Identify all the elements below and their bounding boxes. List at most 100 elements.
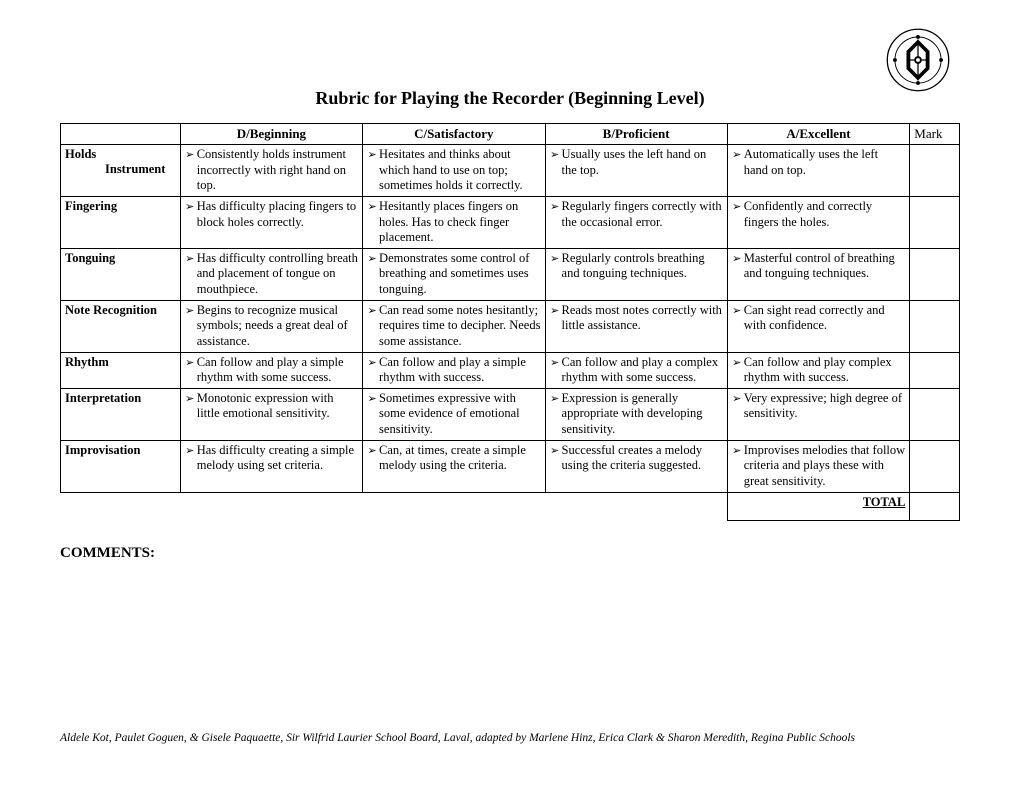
rubric-cell: ➢Has difficulty placing fingers to block… xyxy=(180,196,362,248)
rubric-cell: ➢Hesitates and thinks about which hand t… xyxy=(363,145,546,197)
rubric-cell: ➢Has difficulty controlling breath and p… xyxy=(180,248,362,300)
rubric-text: Demonstrates some control of breathing a… xyxy=(379,251,541,298)
table-row: Rhythm➢Can follow and play a simple rhyt… xyxy=(61,352,960,388)
header-c: C/Satisfactory xyxy=(363,124,546,145)
rubric-cell: ➢Very expressive; high degree of sensiti… xyxy=(727,388,910,440)
rubric-cell: ➢Can follow and play a complex rhythm wi… xyxy=(545,352,727,388)
bullet-icon: ➢ xyxy=(365,199,379,215)
rubric-cell: ➢Improvises melodies that follow criteri… xyxy=(727,440,910,492)
rubric-cell: ➢Monotonic expression with little emotio… xyxy=(180,388,362,440)
rubric-text: Confidently and correctly fingers the ho… xyxy=(744,199,906,230)
mark-cell xyxy=(910,388,960,440)
rubric-cell: ➢Masterful control of breathing and tong… xyxy=(727,248,910,300)
bullet-icon: ➢ xyxy=(183,303,197,319)
bullet-icon: ➢ xyxy=(365,391,379,407)
rubric-text: Very expressive; high degree of sensitiv… xyxy=(744,391,906,422)
rubric-text: Has difficulty placing fingers to block … xyxy=(197,199,358,230)
rubric-text: Sometimes expressive with some evidence … xyxy=(379,391,541,438)
header-mark: Mark xyxy=(910,124,960,145)
mark-cell xyxy=(910,440,960,492)
rubric-text: Can follow and play a simple rhythm with… xyxy=(197,355,358,386)
rubric-cell: ➢Consistently holds instrument incorrect… xyxy=(180,145,362,197)
rubric-cell: ➢Has difficulty creating a simple melody… xyxy=(180,440,362,492)
header-blank xyxy=(61,124,181,145)
rubric-text: Hesitantly places fingers on holes. Has … xyxy=(379,199,541,246)
total-mark-cell xyxy=(910,492,960,520)
rubric-cell: ➢Can read some notes hesitantly; require… xyxy=(363,300,546,352)
bullet-icon: ➢ xyxy=(183,199,197,215)
rubric-cell: ➢Sometimes expressive with some evidence… xyxy=(363,388,546,440)
bullet-icon: ➢ xyxy=(365,303,379,319)
bullet-icon: ➢ xyxy=(548,355,562,371)
bullet-icon: ➢ xyxy=(548,147,562,163)
header-d: D/Beginning xyxy=(180,124,362,145)
rubric-cell: ➢Demonstrates some control of breathing … xyxy=(363,248,546,300)
rubric-cell: ➢Can follow and play a simple rhythm wit… xyxy=(363,352,546,388)
rubric-cell: ➢Can follow and play a simple rhythm wit… xyxy=(180,352,362,388)
rubric-cell: ➢Reads most notes correctly with little … xyxy=(545,300,727,352)
bullet-icon: ➢ xyxy=(183,251,197,267)
comments-label: COMMENTS: xyxy=(60,545,960,562)
school-logo-icon xyxy=(886,28,950,92)
rubric-text: Can follow and play complex rhythm with … xyxy=(744,355,906,386)
rubric-text: Can sight read correctly and with confid… xyxy=(744,303,906,334)
rubric-text: Usually uses the left hand on the top. xyxy=(562,147,723,178)
bullet-icon: ➢ xyxy=(365,251,379,267)
table-row: Tonguing➢Has difficulty controlling brea… xyxy=(61,248,960,300)
table-row: HoldsInstrument➢Consistently holds instr… xyxy=(61,145,960,197)
rubric-text: Automatically uses the left hand on top. xyxy=(744,147,906,178)
mark-cell xyxy=(910,300,960,352)
rubric-cell: ➢Successful creates a melody using the c… xyxy=(545,440,727,492)
bullet-icon: ➢ xyxy=(365,147,379,163)
rubric-text: Begins to recognize musical symbols; nee… xyxy=(197,303,358,350)
rubric-text: Can follow and play a complex rhythm wit… xyxy=(562,355,723,386)
rubric-text: Successful creates a melody using the cr… xyxy=(562,443,723,474)
bullet-icon: ➢ xyxy=(548,303,562,319)
rubric-text: Masterful control of breathing and tongu… xyxy=(744,251,906,282)
table-row: Note Recognition➢Begins to recognize mus… xyxy=(61,300,960,352)
bullet-icon: ➢ xyxy=(183,391,197,407)
rubric-text: Reads most notes correctly with little a… xyxy=(562,303,723,334)
mark-cell xyxy=(910,352,960,388)
rubric-text: Has difficulty controlling breath and pl… xyxy=(197,251,358,298)
rubric-cell: ➢Confidently and correctly fingers the h… xyxy=(727,196,910,248)
rubric-text: Monotonic expression with little emotion… xyxy=(197,391,358,422)
rubric-text: Regularly controls breathing and tonguin… xyxy=(562,251,723,282)
bullet-icon: ➢ xyxy=(730,147,744,163)
row-label: Note Recognition xyxy=(61,300,181,352)
rubric-text: Can follow and play a simple rhythm with… xyxy=(379,355,541,386)
table-row: Fingering➢Has difficulty placing fingers… xyxy=(61,196,960,248)
rubric-cell: ➢Automatically uses the left hand on top… xyxy=(727,145,910,197)
bullet-icon: ➢ xyxy=(548,251,562,267)
row-label: HoldsInstrument xyxy=(61,145,181,197)
mark-cell xyxy=(910,248,960,300)
rubric-text: Improvises melodies that follow criteria… xyxy=(744,443,906,490)
bullet-icon: ➢ xyxy=(730,443,744,459)
bullet-icon: ➢ xyxy=(730,391,744,407)
row-label: Tonguing xyxy=(61,248,181,300)
rubric-text: Regularly fingers correctly with the occ… xyxy=(562,199,723,230)
page-title: Rubric for Playing the Recorder (Beginni… xyxy=(60,88,960,109)
table-row: Interpretation➢Monotonic expression with… xyxy=(61,388,960,440)
rubric-text: Has difficulty creating a simple melody … xyxy=(197,443,358,474)
bullet-icon: ➢ xyxy=(365,355,379,371)
table-header-row: D/Beginning C/Satisfactory B/Proficient … xyxy=(61,124,960,145)
bullet-icon: ➢ xyxy=(365,443,379,459)
bullet-icon: ➢ xyxy=(548,391,562,407)
rubric-cell: ➢Usually uses the left hand on the top. xyxy=(545,145,727,197)
mark-cell xyxy=(910,145,960,197)
row-label: Improvisation xyxy=(61,440,181,492)
rubric-cell: ➢Regularly controls breathing and tongui… xyxy=(545,248,727,300)
rubric-cell: ➢Can, at times, create a simple melody u… xyxy=(363,440,546,492)
bullet-icon: ➢ xyxy=(730,355,744,371)
mark-cell xyxy=(910,196,960,248)
rubric-text: Can read some notes hesitantly; requires… xyxy=(379,303,541,350)
bullet-icon: ➢ xyxy=(730,199,744,215)
rubric-cell: ➢Regularly fingers correctly with the oc… xyxy=(545,196,727,248)
rubric-cell: ➢Can follow and play complex rhythm with… xyxy=(727,352,910,388)
row-label: Fingering xyxy=(61,196,181,248)
header-a: A/Excellent xyxy=(727,124,910,145)
bullet-icon: ➢ xyxy=(548,443,562,459)
total-row: TOTAL xyxy=(61,492,960,520)
header-b: B/Proficient xyxy=(545,124,727,145)
